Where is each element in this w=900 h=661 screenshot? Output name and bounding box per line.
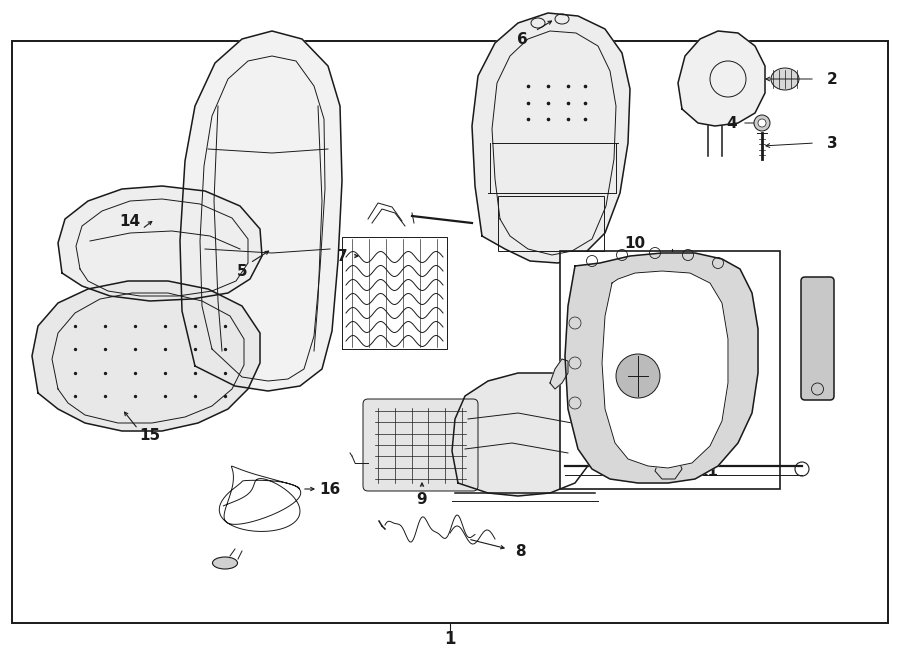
Text: 16: 16 — [320, 481, 340, 496]
Text: 3: 3 — [827, 136, 837, 151]
Polygon shape — [678, 31, 765, 126]
Bar — [498, 196, 604, 251]
Circle shape — [758, 119, 766, 127]
Polygon shape — [550, 359, 568, 389]
Polygon shape — [472, 13, 630, 263]
Ellipse shape — [771, 68, 799, 90]
Ellipse shape — [212, 557, 238, 569]
Text: 15: 15 — [140, 428, 160, 444]
Polygon shape — [180, 31, 342, 391]
Polygon shape — [452, 373, 598, 496]
Text: 9: 9 — [417, 492, 428, 506]
Polygon shape — [602, 271, 728, 468]
Text: 1: 1 — [445, 630, 455, 648]
Polygon shape — [32, 281, 260, 431]
Circle shape — [616, 354, 660, 398]
FancyBboxPatch shape — [363, 399, 478, 491]
Text: 11: 11 — [698, 463, 718, 479]
Polygon shape — [565, 253, 758, 483]
Text: 13: 13 — [662, 332, 682, 346]
Circle shape — [754, 115, 770, 131]
Text: 2: 2 — [826, 71, 837, 87]
FancyBboxPatch shape — [801, 277, 834, 400]
Text: 10: 10 — [625, 235, 645, 251]
Polygon shape — [655, 456, 682, 479]
Text: 12: 12 — [572, 389, 592, 403]
Text: 6: 6 — [517, 32, 527, 46]
Text: 17: 17 — [814, 299, 835, 313]
Bar — [560, 251, 780, 489]
Text: 8: 8 — [515, 543, 526, 559]
Bar — [12, 41, 888, 623]
Text: 4: 4 — [726, 116, 737, 130]
Text: 5: 5 — [237, 264, 248, 278]
Text: 14: 14 — [120, 214, 140, 229]
Polygon shape — [58, 186, 262, 301]
Text: 7: 7 — [337, 249, 347, 264]
